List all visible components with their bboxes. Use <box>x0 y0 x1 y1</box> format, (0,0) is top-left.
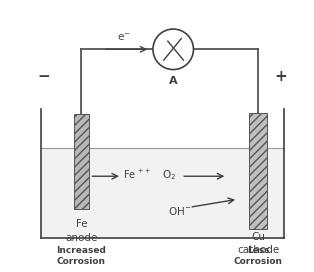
Text: Fe: Fe <box>76 220 87 230</box>
Text: A: A <box>169 76 177 86</box>
Text: cathode: cathode <box>237 245 279 255</box>
Bar <box>41 148 284 238</box>
Text: Less
Corrosion: Less Corrosion <box>234 246 283 266</box>
Text: Increased
Corrosion: Increased Corrosion <box>57 246 106 266</box>
Text: O$_2$: O$_2$ <box>162 168 176 182</box>
Text: anode: anode <box>65 233 98 243</box>
Text: e$^{-}$: e$^{-}$ <box>117 32 131 42</box>
Text: −: − <box>37 69 50 84</box>
Text: +: + <box>275 69 288 84</box>
Text: Cu: Cu <box>251 231 265 242</box>
Bar <box>74 114 89 209</box>
Bar <box>250 113 267 229</box>
Text: OH$^{-}$: OH$^{-}$ <box>168 205 191 217</box>
Text: Fe $^{++}$: Fe $^{++}$ <box>123 168 152 181</box>
Circle shape <box>153 29 193 70</box>
